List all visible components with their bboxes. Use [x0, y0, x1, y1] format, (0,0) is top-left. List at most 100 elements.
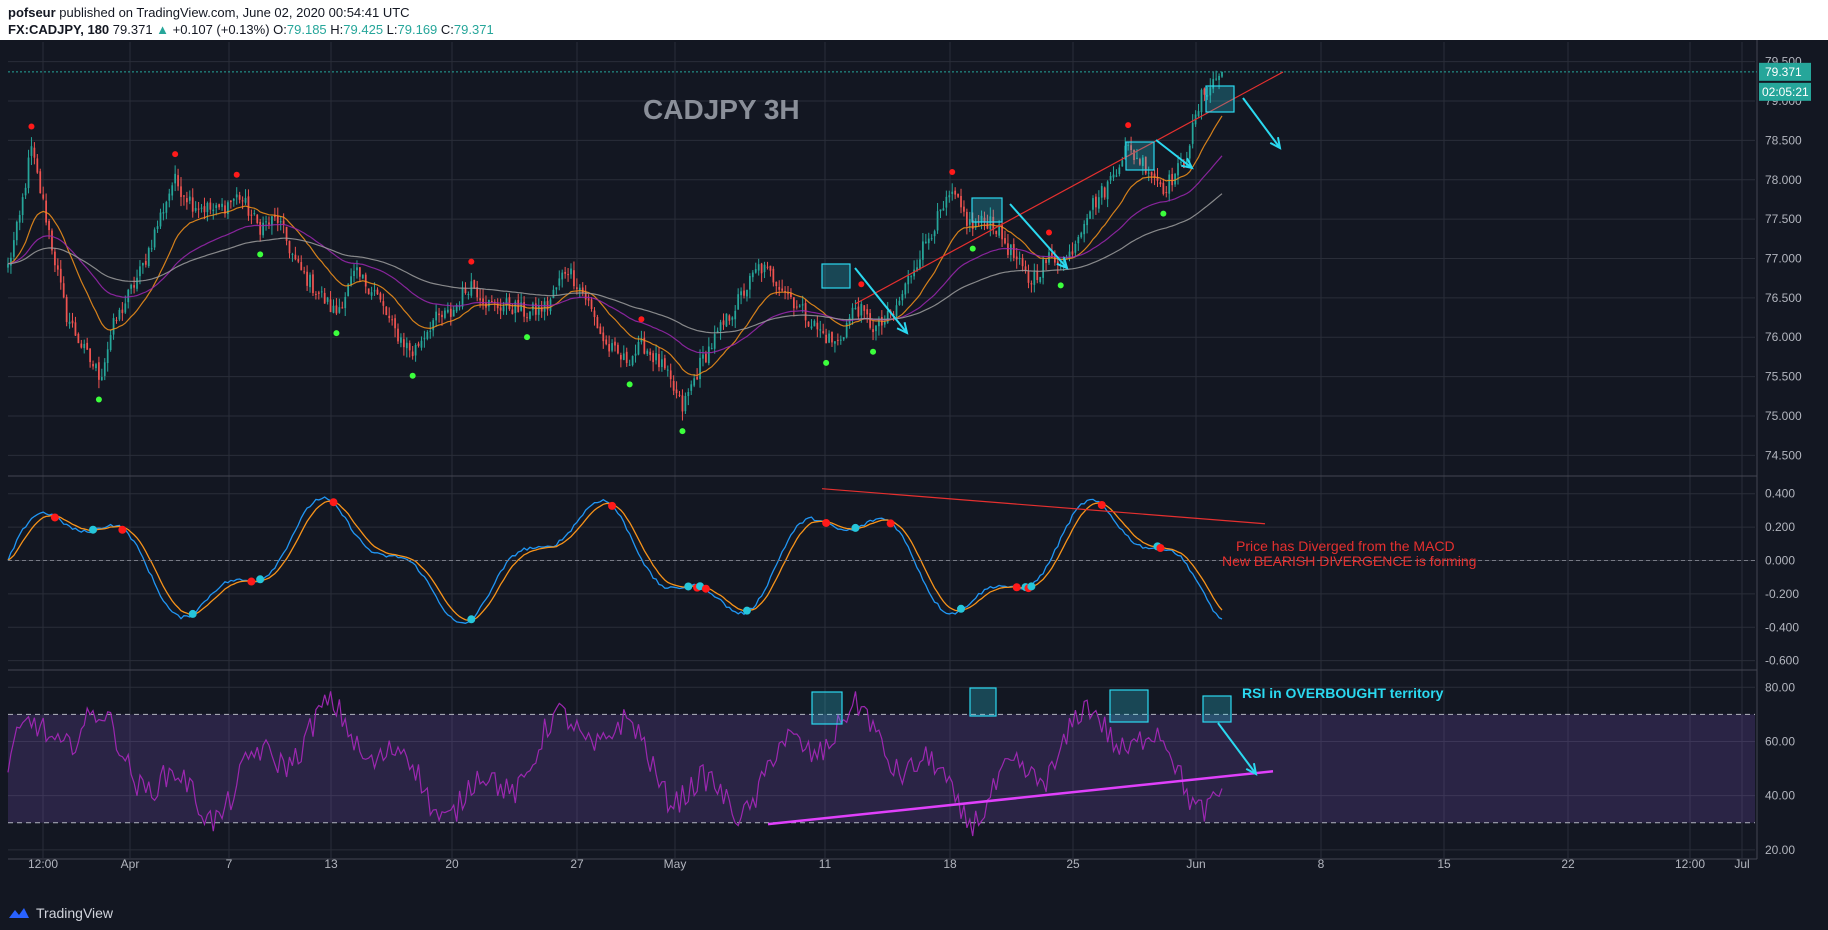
candle-body: [347, 284, 350, 297]
candle-body: [801, 304, 804, 306]
swing-low-dot: [524, 334, 531, 341]
candle-body: [408, 343, 411, 351]
x-tick-label: 22: [1561, 857, 1575, 871]
candle-body: [221, 203, 223, 207]
candle-body: [1086, 218, 1088, 226]
x-tick-label: 12:00: [28, 857, 58, 871]
candle-body: [10, 257, 12, 266]
candle-body: [42, 194, 45, 199]
publisher-name[interactable]: pofseur: [8, 5, 56, 20]
candle-body: [59, 268, 62, 283]
price-panel[interactable]: [7, 70, 1757, 435]
macd-panel[interactable]: [7, 488, 1755, 624]
highlight-box: [1125, 141, 1155, 171]
candle-body: [353, 270, 355, 277]
price-tick-label: 75.500: [1765, 370, 1802, 384]
moving-average-line: [7, 115, 1223, 377]
candle-body: [813, 320, 816, 327]
swing-low-dot: [1057, 282, 1064, 289]
candle-body: [1080, 232, 1083, 238]
candle-body: [124, 303, 127, 313]
candle-body: [200, 207, 203, 209]
x-tick-label: 18: [943, 857, 957, 871]
swing-high-dot: [949, 169, 956, 176]
candle-body: [901, 294, 904, 301]
candle-body: [839, 339, 842, 341]
macd-cross-up-dot: [957, 604, 966, 613]
macd-cross-down-dot: [118, 525, 127, 534]
x-tick-label: 20: [445, 857, 459, 871]
candle-body: [51, 230, 53, 251]
candle-body: [971, 219, 974, 229]
candle-body: [335, 305, 338, 314]
candle-body: [555, 287, 558, 290]
candle-body: [1168, 174, 1171, 194]
rsi-panel[interactable]: [7, 687, 1755, 837]
swing-high-dot: [858, 281, 865, 288]
candle-body: [1156, 177, 1159, 181]
rsi-tick-label: 60.00: [1765, 734, 1795, 748]
arrow-head-icon: [1181, 157, 1194, 170]
candle-body: [397, 328, 399, 342]
swing-high-dot: [1045, 229, 1052, 236]
candle-body: [951, 191, 954, 194]
candle-body: [1109, 175, 1112, 181]
brand-label[interactable]: TradingView: [36, 905, 114, 921]
arrow-shaft: [854, 267, 908, 334]
candle-body: [332, 305, 335, 313]
candle-body: [341, 307, 344, 309]
candle-body: [540, 307, 543, 312]
candle-body: [634, 353, 637, 356]
candle-body: [963, 206, 965, 212]
macd-cross-down-dot: [1012, 583, 1021, 592]
swing-high-dot: [172, 151, 179, 158]
candle-body: [1012, 244, 1015, 258]
candle-body: [461, 288, 464, 307]
swing-low-dot: [333, 330, 340, 337]
rsi-highlight-box: [811, 691, 843, 725]
candle-body: [112, 318, 115, 335]
candle-body: [1121, 160, 1124, 167]
countdown-label: 02:05:21: [1762, 85, 1809, 99]
candle-body: [751, 272, 754, 278]
candle-body: [7, 263, 9, 268]
candle-body: [1074, 243, 1077, 253]
candle-body: [127, 289, 130, 303]
chart-canvas[interactable]: 12:00 Apr 7 13 20 27 May 11 18 25 Jun 8 15 22 12:00 Jul…: [0, 40, 1828, 896]
candle-body: [1062, 256, 1065, 266]
macd-annotation-1: Price has Diverged from the MACD: [1236, 538, 1455, 554]
macd-cross-up-dot: [851, 523, 860, 532]
candle-body: [27, 157, 30, 189]
candle-body: [1083, 223, 1086, 235]
candle-body: [705, 353, 707, 363]
swing-high-dot: [638, 316, 645, 323]
candle-body: [787, 293, 789, 295]
price-tick-label: 74.500: [1765, 448, 1802, 462]
candle-body: [561, 272, 564, 280]
x-tick-label: 7: [226, 857, 233, 871]
price-tick-label: 76.000: [1765, 330, 1802, 344]
swing-low-dot: [95, 396, 102, 403]
candle-body: [282, 220, 285, 225]
candle-body: [24, 187, 27, 196]
macd-cross-down-dot: [1097, 500, 1106, 509]
candle-body: [77, 333, 80, 344]
candle-body: [273, 215, 276, 218]
candle-body: [772, 268, 775, 283]
macd-tick-label: 0.000: [1765, 553, 1795, 567]
candle-body: [757, 264, 760, 271]
candle-body: [617, 344, 619, 354]
candle-body: [109, 335, 112, 351]
candle-body: [315, 293, 317, 295]
candle-body: [1191, 122, 1194, 144]
candle-body: [534, 303, 537, 315]
candle-body: [558, 278, 561, 286]
candle-body: [45, 200, 47, 223]
candle-body: [1039, 276, 1042, 282]
candle-body: [520, 302, 523, 311]
candle-body: [446, 309, 449, 313]
candle-body: [191, 197, 194, 212]
candle-body: [1115, 175, 1118, 177]
candle-body: [136, 277, 138, 289]
candle-body: [754, 269, 757, 273]
